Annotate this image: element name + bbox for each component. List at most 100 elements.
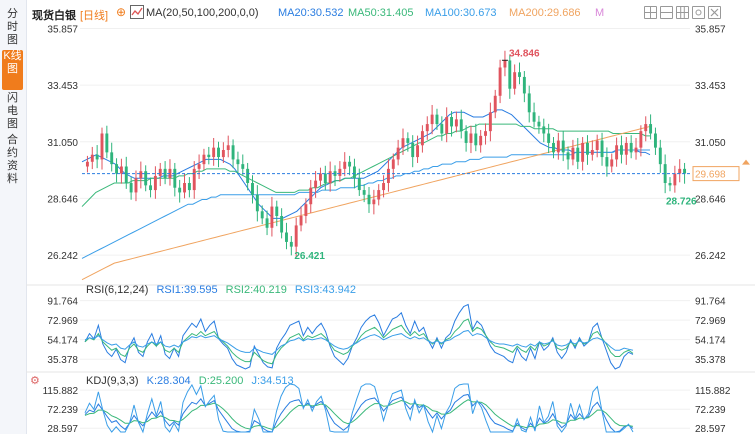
rsi-legend: RSI(6,12,24) RSI1:39.595 RSI2:40.219 RSI… [86,284,361,296]
candle-down [231,145,235,160]
candle-down [144,171,148,186]
y-tick-label-right: 31.050 [695,138,726,149]
candle-up [100,133,104,160]
candle-up [309,187,313,205]
grid-six-icon[interactable] [676,6,689,19]
candle-down [251,183,254,195]
candle-up [183,183,186,193]
candle-up [85,161,89,167]
indicator-line-2 [84,383,634,434]
candle-down [537,121,541,127]
kdj-k-value: K:28.304 [146,375,191,387]
candle-up [90,154,94,162]
y-tick-label-right: 28.646 [695,194,726,205]
candle-down [435,114,439,125]
recent-low-annotation: 28.726 [666,197,697,208]
candle-down [246,168,250,183]
ma20-value: MA20:30.532 [278,7,344,19]
candle-up [644,124,648,132]
candle-down [352,166,356,179]
y-tick-label-left: 72.239 [47,405,78,416]
candle-up [304,204,308,216]
y-tick-label-left: 35.857 [47,24,78,35]
chart-line-icon[interactable] [130,5,144,19]
candle-up [610,159,614,167]
settings-icon[interactable] [692,6,705,19]
candle-up [391,159,395,169]
candle-down [178,187,182,193]
candle-up [319,173,322,181]
candle-down [600,140,604,158]
indicator-line-1 [84,399,634,430]
candle-up [634,147,638,153]
chart-toolbar: 现货白银 [日线] ⊕ MA(20,50,100,200,0,0) MA20:3… [30,4,755,22]
indicator-line-0 [84,303,634,370]
candle-down [149,185,152,191]
ma-settings-label[interactable]: MA(20,50,100,200,0,0) [146,7,259,19]
candle-up [556,140,560,153]
kdj-d-value: D:25.200 [198,375,244,387]
candle-up [678,168,682,174]
candle-down [323,173,327,183]
candle-down [658,147,662,165]
candle-up [119,166,123,174]
y-tick-label-left: 33.453 [47,81,78,92]
candle-down [683,168,687,174]
candle-up [493,95,497,113]
candle-down [663,164,667,183]
candle-down [265,218,269,228]
candle-down [450,117,453,127]
candle-up [624,142,628,155]
candle-down [411,142,415,158]
candle-down [173,168,177,188]
arrow-up-icon [742,159,750,165]
y-tick-label-left: 26.242 [47,251,78,262]
candle-down [649,124,653,134]
sidebar: 分时图 K线图 闪电图 合约资料 [0,0,27,434]
candle-up [192,168,196,191]
close-icon[interactable] [708,6,721,19]
y-tick-label-left: 91.764 [47,297,78,308]
circle-plus-icon[interactable]: ⊕ [116,5,127,19]
candle-down [95,154,99,160]
indicator-line-1 [84,318,634,365]
candle-up [294,225,298,247]
moving-average-lines [81,109,651,281]
grid-four-icon[interactable] [644,6,657,19]
candle-down [241,164,245,169]
candle-up [484,131,487,136]
y-tick-label-left: 72.969 [47,316,78,327]
ma50-value: MA50:31.405 [348,7,414,19]
indicator-line-2 [84,329,634,355]
candle-up [498,67,502,96]
tab-time-sharing[interactable]: 分时图 [7,8,18,46]
y-tick-label-left: 35.378 [47,355,78,366]
grid-two-icon[interactable] [660,6,673,19]
candle-down [163,168,167,179]
candle-up [386,168,390,183]
settings-gear-icon[interactable]: ⚙ [30,375,40,387]
tab-lightning[interactable]: 闪电图 [7,92,18,130]
candle-down [552,142,555,153]
indicator-line-0 [84,393,634,433]
candle-up [503,60,507,68]
kdj-lines [84,383,634,434]
candle-down [474,133,478,146]
candle-down [464,131,468,143]
period-selector[interactable]: [日线] [80,10,109,22]
ma-extra-value: M [595,7,605,19]
ma-line-ma100 [81,149,650,259]
tab-contract-info[interactable]: 合约资料 [7,134,18,185]
y-tick-label-right: 72.239 [695,405,726,416]
candle-up [581,142,585,162]
candle-up [372,199,376,205]
candle-up [299,216,303,226]
y-tick-label-right: 91.764 [695,297,726,308]
candle-up [673,173,677,186]
candlestick-series [85,50,687,257]
instrument-title: 现货白银 [32,10,76,22]
candle-up [197,164,201,169]
y-tick-label-right: 26.242 [695,251,726,262]
tab-kline[interactable]: K线图 [2,50,23,90]
